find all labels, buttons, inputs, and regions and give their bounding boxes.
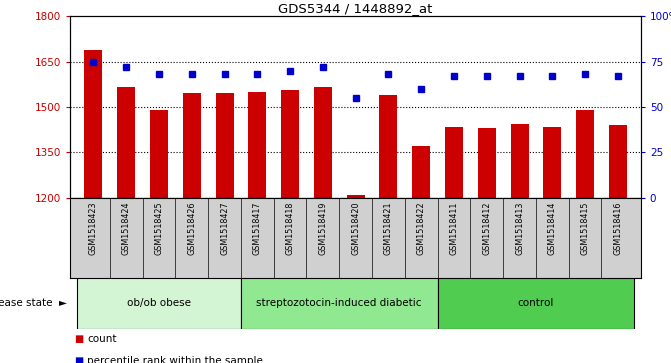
Text: GSM1518416: GSM1518416 — [613, 202, 623, 255]
Text: GSM1518427: GSM1518427 — [220, 202, 229, 256]
Bar — [478, 128, 496, 198]
Bar — [576, 110, 594, 198]
Bar — [215, 93, 234, 198]
Text: ob/ob obese: ob/ob obese — [127, 298, 191, 308]
Bar — [150, 110, 168, 198]
Text: GSM1518412: GSM1518412 — [482, 202, 491, 255]
Text: percentile rank within the sample: percentile rank within the sample — [87, 356, 263, 363]
Text: GSM1518413: GSM1518413 — [515, 202, 524, 255]
Text: GSM1518422: GSM1518422 — [417, 202, 425, 256]
Text: ■: ■ — [74, 356, 83, 363]
Text: streptozotocin-induced diabetic: streptozotocin-induced diabetic — [256, 298, 422, 308]
Bar — [609, 125, 627, 198]
Text: disease state  ►: disease state ► — [0, 298, 67, 308]
Bar — [281, 90, 299, 198]
Text: GSM1518425: GSM1518425 — [154, 202, 164, 256]
Title: GDS5344 / 1448892_at: GDS5344 / 1448892_at — [278, 2, 433, 15]
Text: GSM1518417: GSM1518417 — [253, 202, 262, 255]
Text: GSM1518411: GSM1518411 — [450, 202, 458, 255]
Bar — [511, 124, 529, 198]
Bar — [183, 93, 201, 198]
Text: GSM1518420: GSM1518420 — [351, 202, 360, 255]
Text: count: count — [87, 334, 117, 344]
FancyBboxPatch shape — [241, 278, 437, 329]
Bar — [117, 87, 135, 198]
Text: GSM1518424: GSM1518424 — [121, 202, 131, 255]
FancyBboxPatch shape — [77, 278, 241, 329]
Text: control: control — [518, 298, 554, 308]
Bar — [544, 127, 562, 198]
Bar — [314, 87, 332, 198]
Text: GSM1518419: GSM1518419 — [318, 202, 327, 255]
Bar — [248, 92, 266, 198]
Bar — [85, 50, 103, 198]
Text: GSM1518423: GSM1518423 — [89, 202, 98, 255]
Text: GSM1518418: GSM1518418 — [286, 202, 295, 255]
Bar — [412, 146, 430, 198]
FancyBboxPatch shape — [437, 278, 634, 329]
Bar — [379, 95, 397, 198]
Text: GSM1518414: GSM1518414 — [548, 202, 557, 255]
Bar — [347, 195, 364, 198]
Bar — [445, 127, 463, 198]
Text: GSM1518415: GSM1518415 — [580, 202, 590, 255]
Text: GSM1518426: GSM1518426 — [187, 202, 196, 255]
Text: ■: ■ — [74, 334, 83, 344]
Text: GSM1518421: GSM1518421 — [384, 202, 393, 255]
